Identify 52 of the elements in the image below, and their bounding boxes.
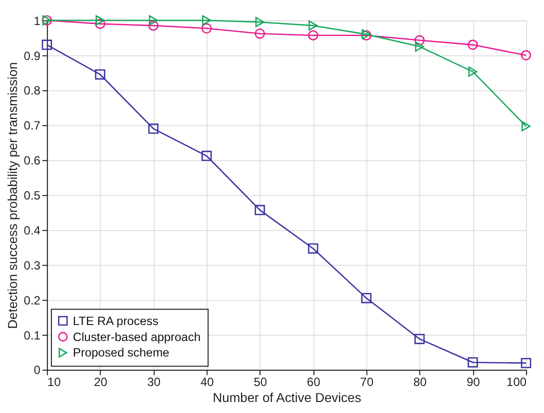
point [95, 69, 106, 80]
legend-label: LTE RA process [72, 314, 158, 328]
x-tick-label: 70 [360, 375, 374, 390]
y-tick-label: 0.2 [24, 293, 41, 308]
y-tick-label: 0 [34, 363, 41, 378]
point [255, 16, 264, 28]
y-tick-label: 0.3 [24, 258, 41, 272]
y-tick-label: 0.9 [24, 48, 41, 63]
point [148, 15, 158, 26]
x-axis-title: Number of Active Devices [212, 390, 362, 406]
x-tick-label: 60 [306, 375, 321, 390]
point [254, 204, 265, 216]
point [202, 23, 212, 34]
y-tick-label: 0.7 [24, 118, 41, 133]
point [522, 121, 531, 132]
legend-label: Proposed scheme [72, 346, 170, 360]
y-tick-label: 1 [34, 14, 41, 28]
x-tick-label: 30 [147, 375, 161, 390]
point [95, 18, 106, 29]
point [361, 292, 372, 304]
point [308, 30, 318, 40]
point [254, 28, 265, 39]
y-tick-label: 0.8 [24, 84, 41, 98]
point [520, 358, 532, 368]
x-tick-label: 90 [466, 375, 480, 390]
point [96, 15, 105, 26]
point [468, 357, 478, 368]
point [414, 35, 425, 46]
point [148, 124, 158, 134]
x-tick-label: 40 [200, 375, 214, 390]
y-tick-label: 0.5 [24, 188, 41, 203]
point [414, 334, 425, 344]
point [202, 15, 212, 26]
y-axis-title: Detection success probability per transmission [4, 62, 20, 329]
point [468, 40, 478, 50]
point [202, 150, 212, 162]
x-tick-label: 10 [47, 375, 62, 390]
y-tick-label: 0.6 [24, 154, 41, 168]
point [308, 243, 318, 254]
point [520, 50, 532, 60]
point [308, 20, 318, 31]
x-tick-label: 20 [94, 375, 108, 390]
point [42, 40, 52, 50]
point [415, 41, 424, 52]
y-tick-label: 0.1 [24, 328, 41, 342]
point [468, 66, 478, 77]
legend-label: Cluster-based approach [72, 330, 201, 344]
x-tick-label: 50 [254, 375, 268, 390]
y-tick-label: 0.4 [24, 223, 41, 238]
point [148, 20, 158, 31]
x-tick-label: 100 [506, 375, 527, 390]
x-tick-label: 80 [413, 375, 428, 390]
